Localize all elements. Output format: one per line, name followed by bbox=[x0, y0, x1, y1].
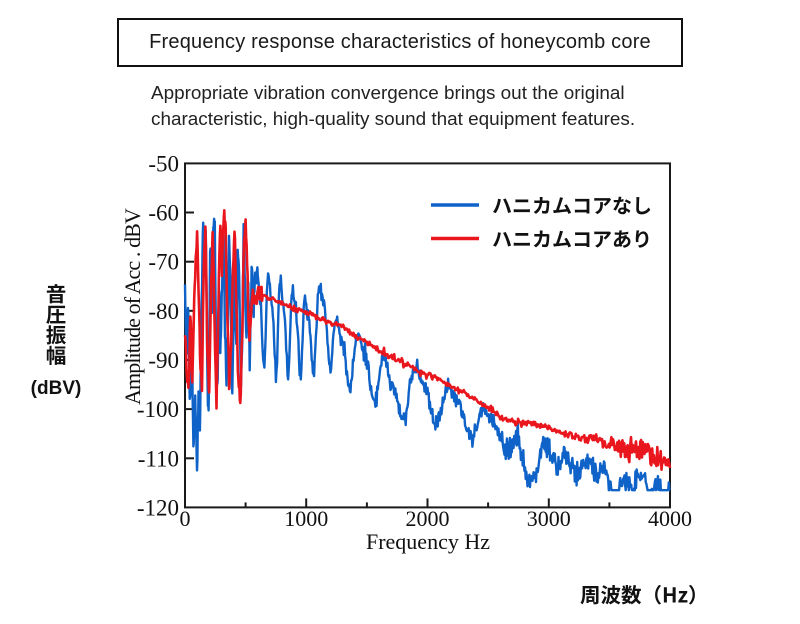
svg-text:-50: -50 bbox=[148, 151, 179, 176]
svg-text:(dBV): (dBV) bbox=[31, 378, 82, 399]
svg-text:-110: -110 bbox=[138, 446, 179, 471]
svg-text:-90: -90 bbox=[148, 348, 179, 373]
svg-text:-120: -120 bbox=[137, 495, 179, 520]
svg-text:4000: 4000 bbox=[648, 506, 692, 531]
svg-text:0: 0 bbox=[180, 506, 191, 531]
svg-text:3000: 3000 bbox=[527, 506, 571, 531]
svg-text:-80: -80 bbox=[148, 299, 179, 324]
svg-text:-100: -100 bbox=[137, 397, 179, 422]
svg-text:-70: -70 bbox=[148, 250, 179, 275]
svg-text:-60: -60 bbox=[148, 201, 179, 226]
svg-text:2000: 2000 bbox=[406, 506, 450, 531]
svg-text:1000: 1000 bbox=[284, 506, 328, 531]
svg-text:Frequency Hz: Frequency Hz bbox=[366, 529, 490, 554]
svg-text:Amplitude of Acc . dBV: Amplitude of Acc . dBV bbox=[120, 208, 145, 405]
